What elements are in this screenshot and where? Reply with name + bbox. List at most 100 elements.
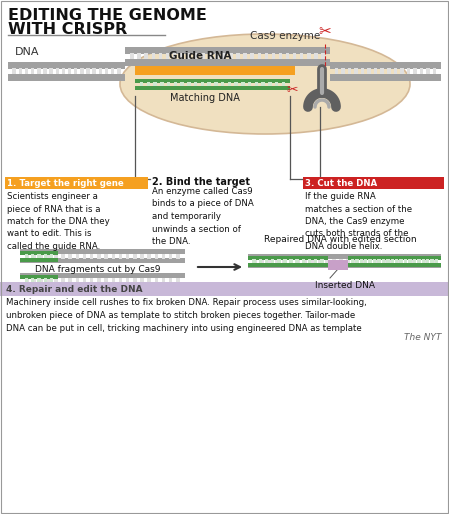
Bar — [187, 82, 191, 86]
Bar — [174, 82, 177, 86]
Bar — [44, 254, 47, 258]
Bar — [404, 259, 407, 263]
Text: Repaired DNA with edited section: Repaired DNA with edited section — [264, 235, 416, 244]
Bar — [361, 259, 364, 264]
Bar — [283, 259, 286, 263]
Bar — [377, 259, 381, 263]
Bar — [252, 259, 256, 263]
Bar — [248, 82, 251, 86]
Bar — [68, 278, 72, 283]
Bar — [215, 53, 219, 59]
Bar — [135, 66, 295, 75]
Bar — [348, 68, 351, 74]
Bar — [125, 46, 330, 53]
Bar — [307, 53, 311, 59]
Bar — [248, 263, 441, 268]
Bar — [286, 53, 289, 59]
Bar — [33, 253, 36, 259]
Bar — [26, 253, 29, 259]
Bar — [300, 53, 304, 59]
Bar — [37, 278, 41, 282]
Bar — [31, 68, 35, 74]
Bar — [360, 259, 363, 263]
Bar — [228, 82, 231, 86]
Bar — [25, 254, 28, 258]
Text: Scientists engineer a
piece of RNA that is a
match for the DNA they
want to edit: Scientists engineer a piece of RNA that … — [7, 192, 110, 251]
Bar — [140, 278, 144, 283]
Bar — [426, 68, 430, 74]
Bar — [173, 53, 176, 59]
Bar — [5, 177, 148, 189]
Bar — [418, 259, 421, 264]
Text: EDITING THE GENOME: EDITING THE GENOME — [8, 8, 207, 23]
Text: An enzyme called Cas9
binds to a piece of DNA
and temporarily
unwinds a section : An enzyme called Cas9 binds to a piece o… — [152, 187, 254, 246]
Bar — [62, 253, 65, 259]
Bar — [20, 258, 185, 263]
Bar — [50, 254, 53, 258]
Bar — [151, 53, 155, 59]
Bar — [160, 82, 164, 86]
Bar — [8, 62, 125, 68]
Text: Inserted DNA: Inserted DNA — [315, 281, 375, 290]
Bar — [74, 68, 78, 74]
Bar — [130, 53, 134, 59]
Bar — [348, 263, 441, 266]
Bar — [268, 82, 272, 86]
Bar — [271, 259, 274, 263]
Bar — [325, 259, 328, 264]
Bar — [420, 68, 423, 74]
Bar — [258, 53, 261, 59]
Bar — [18, 68, 22, 74]
Bar — [97, 278, 101, 283]
Bar — [62, 278, 65, 283]
Text: If the guide RNA
matches a section of the
DNA, the Cas9 enzyme
cuts both strands: If the guide RNA matches a section of th… — [305, 192, 412, 251]
Bar — [251, 53, 254, 59]
Bar — [105, 68, 108, 74]
Bar — [0, 282, 449, 296]
Bar — [8, 74, 125, 81]
Bar — [25, 68, 28, 74]
Bar — [162, 278, 165, 283]
Bar — [432, 259, 436, 264]
Bar — [133, 253, 136, 259]
Bar — [234, 82, 238, 86]
Bar — [374, 68, 378, 74]
Bar — [56, 68, 59, 74]
Bar — [111, 253, 115, 259]
Text: 2. Bind the target: 2. Bind the target — [152, 177, 250, 187]
Bar — [391, 259, 394, 263]
Text: 4. Repair and edit the DNA: 4. Repair and edit the DNA — [6, 285, 143, 293]
Text: ✂: ✂ — [286, 83, 298, 97]
Text: Guide RNA: Guide RNA — [169, 51, 231, 61]
Bar — [393, 68, 397, 74]
Bar — [222, 53, 226, 59]
Bar — [20, 273, 185, 278]
Bar — [180, 53, 183, 59]
Bar — [176, 278, 180, 283]
Bar — [308, 259, 311, 263]
Bar — [201, 82, 204, 86]
Bar — [351, 259, 354, 263]
Bar — [236, 53, 240, 59]
Bar — [145, 53, 148, 59]
Bar — [162, 253, 165, 259]
Bar — [261, 82, 265, 86]
Bar — [20, 258, 58, 262]
Bar — [125, 59, 330, 65]
Bar — [248, 254, 441, 259]
Bar — [135, 85, 290, 89]
Bar — [229, 53, 233, 59]
Bar — [422, 259, 425, 263]
Bar — [119, 253, 122, 259]
Bar — [31, 278, 35, 282]
Bar — [154, 253, 158, 259]
Bar — [264, 53, 268, 59]
Bar — [282, 82, 285, 86]
Bar — [166, 53, 169, 59]
Bar — [37, 68, 40, 74]
Bar — [68, 68, 71, 74]
Bar — [180, 82, 184, 86]
Bar — [395, 259, 398, 263]
Bar — [321, 53, 325, 59]
Bar — [265, 259, 268, 263]
